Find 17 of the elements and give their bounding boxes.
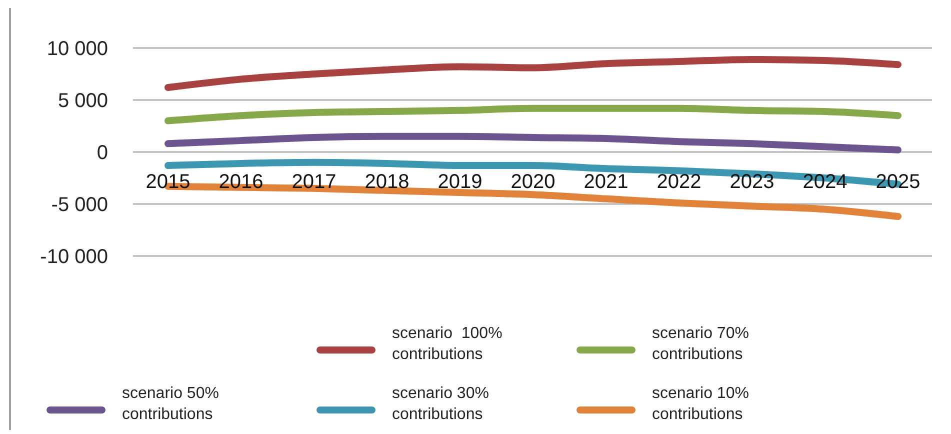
x-tick-label: 2022 (656, 171, 702, 193)
x-tick-label: 2021 (584, 171, 628, 193)
legend-label: scenario 70% contributions (652, 325, 749, 363)
y-tick-label: 0 (96, 142, 108, 164)
legend-label: scenario 100% contributions (392, 325, 502, 363)
x-tick-label: 2015 (146, 171, 190, 193)
y-tick-label: -5 000 (51, 194, 108, 216)
x-tick-label: 2020 (510, 171, 556, 193)
legend-label: scenario 10% contributions (652, 385, 749, 423)
y-tick-label: 5 000 (58, 90, 108, 112)
y-tick-label: -10 000 (40, 246, 108, 268)
legend-label: scenario 50% contributions (122, 385, 219, 423)
y-tick-label: 10 000 (46, 38, 108, 60)
legend-label: scenario 30% contributions (392, 385, 489, 423)
x-tick-label: 2025 (876, 171, 920, 193)
x-tick-label: 2023 (730, 171, 774, 193)
x-tick-label: 2019 (438, 171, 482, 193)
